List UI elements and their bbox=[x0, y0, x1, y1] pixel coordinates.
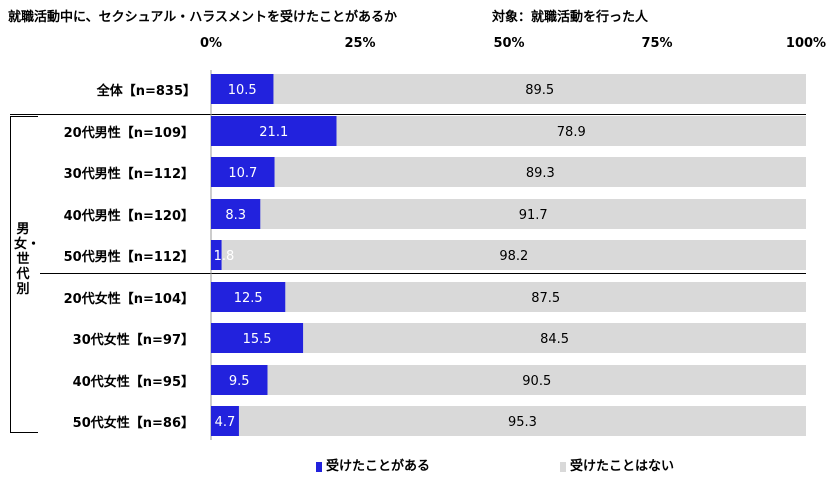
bar-no-4 bbox=[221, 240, 806, 270]
tick-50: 50% bbox=[493, 36, 525, 51]
chart-title: 就職活動中に、セクシュアル・ハラスメントを受けたことがあるか bbox=[8, 10, 397, 25]
bar-no-3 bbox=[260, 199, 806, 229]
row-label-m50: 50代男性【n=112】 bbox=[63, 250, 194, 265]
data-label-yes-8: 4.7 bbox=[215, 415, 236, 430]
group-label: 男女・世代別 bbox=[14, 222, 41, 297]
row-label-f40: 40代女性【n=95】 bbox=[72, 375, 194, 390]
data-label-yes-2: 10.7 bbox=[228, 166, 257, 181]
data-label-yes-5: 12.5 bbox=[234, 291, 263, 306]
bar-yes-8 bbox=[211, 406, 239, 436]
bar-yes-1 bbox=[211, 116, 337, 146]
tick-0: 0% bbox=[199, 36, 223, 51]
data-label-no-5: 87.5 bbox=[531, 291, 560, 306]
bar-yes-7 bbox=[211, 365, 268, 395]
bar-no-1 bbox=[336, 116, 806, 146]
separator-total bbox=[10, 114, 806, 115]
bar-no-0 bbox=[273, 74, 807, 104]
data-label-yes-4: 1.8 bbox=[214, 249, 235, 264]
bar-no-2 bbox=[274, 157, 806, 187]
group-bracket bbox=[10, 116, 38, 433]
data-label-yes-7: 9.5 bbox=[229, 374, 250, 389]
tick-75: 75% bbox=[641, 36, 673, 51]
bar-no-5 bbox=[285, 282, 806, 312]
bar-yes-6 bbox=[211, 323, 304, 353]
row-label-m40: 40代男性【n=120】 bbox=[63, 209, 194, 224]
data-label-no-2: 89.3 bbox=[526, 166, 555, 181]
data-label-no-1: 78.9 bbox=[557, 125, 586, 140]
data-label-yes-6: 15.5 bbox=[243, 332, 272, 347]
bar-yes-3 bbox=[211, 199, 261, 229]
bar-no-8 bbox=[238, 406, 807, 436]
bar-yes-2 bbox=[211, 157, 275, 187]
bar-no-7 bbox=[267, 365, 806, 395]
data-label-no-6: 84.5 bbox=[540, 332, 569, 347]
bar-no-6 bbox=[303, 323, 806, 353]
data-label-yes-3: 8.3 bbox=[225, 208, 246, 223]
row-label-total: 全体【n=835】 bbox=[96, 84, 196, 99]
data-label-no-4: 98.2 bbox=[499, 249, 528, 264]
data-label-no-3: 91.7 bbox=[519, 208, 548, 223]
tick-100: 100% bbox=[785, 36, 827, 51]
legend-no-label: 受けたことはない bbox=[570, 459, 675, 474]
data-label-yes-0: 10.5 bbox=[228, 83, 257, 98]
data-label-no-7: 90.5 bbox=[522, 374, 551, 389]
bar-yes-0 bbox=[211, 74, 274, 104]
legend-no: 受けたことはない bbox=[560, 455, 674, 474]
row-label-m30: 30代男性【n=112】 bbox=[63, 167, 194, 182]
bar-yes-5 bbox=[211, 282, 286, 312]
row-label-m20: 20代男性【n=109】 bbox=[63, 126, 194, 141]
row-label-f50: 50代女性【n=86】 bbox=[72, 416, 194, 431]
separator-gender bbox=[40, 273, 806, 274]
data-label-no-8: 95.3 bbox=[508, 415, 537, 430]
data-label-no-0: 89.5 bbox=[525, 83, 554, 98]
legend-yes-swatch bbox=[316, 461, 322, 472]
legend-no-swatch bbox=[560, 461, 566, 472]
row-label-f20: 20代女性【n=104】 bbox=[63, 292, 194, 307]
row-label-f30: 30代女性【n=97】 bbox=[72, 333, 194, 348]
legend-yes: 受けたことがある bbox=[316, 455, 430, 474]
legend-yes-label: 受けたことがある bbox=[326, 459, 431, 474]
chart-subject: 対象：就職活動を行った人 bbox=[492, 10, 649, 25]
tick-25: 25% bbox=[344, 36, 376, 51]
data-label-yes-1: 21.1 bbox=[259, 125, 288, 140]
bar-yes-4 bbox=[211, 240, 222, 270]
